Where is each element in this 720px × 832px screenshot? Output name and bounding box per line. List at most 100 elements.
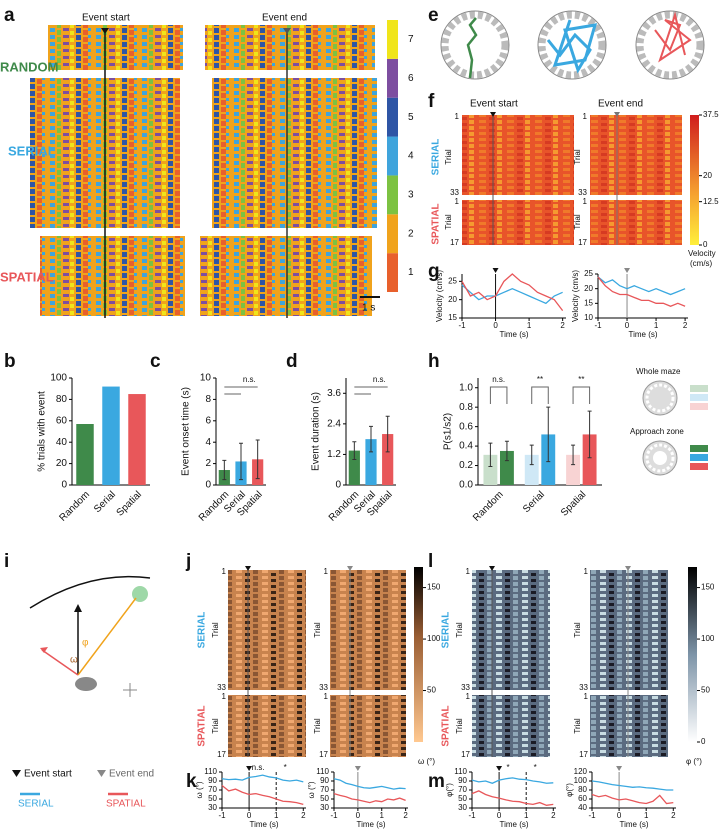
- axis-label: Trial: [444, 149, 453, 164]
- y-tick-label: 90: [320, 776, 329, 785]
- axis-label: Trial: [211, 718, 220, 733]
- x-tick-label: 0: [497, 811, 502, 820]
- colorbar: [690, 115, 699, 245]
- annotation: **: [537, 375, 543, 384]
- row-tick: 17: [450, 238, 459, 247]
- maze-trajectories: [440, 10, 705, 80]
- colorbar-tick-label: 50: [427, 686, 436, 695]
- x-tick-label: 0: [625, 321, 630, 330]
- bar: [102, 386, 120, 485]
- y-tick-label: 0: [205, 480, 211, 491]
- y-tick-label: 0.8: [459, 402, 473, 413]
- colorbar-swatch: [387, 214, 398, 254]
- event-marker: [354, 766, 361, 771]
- legend-label: SPATIAL: [106, 799, 146, 810]
- y-tick-label: 15: [448, 313, 457, 322]
- panel-label: i: [4, 551, 9, 572]
- colorbar-label: ω (°): [418, 757, 435, 766]
- error-bar: [529, 444, 534, 466]
- line: [333, 778, 406, 790]
- line: [471, 790, 554, 806]
- error-bar: [587, 410, 592, 459]
- colorbar-tick-label: 2: [408, 228, 414, 239]
- row-tick: 1: [324, 692, 329, 701]
- angle-label: ω: [70, 655, 78, 666]
- y-tick-label: 20: [56, 458, 68, 469]
- y-tick-label: 30: [458, 803, 467, 812]
- line: [471, 777, 554, 784]
- colorbar-tick-label: 37.5: [703, 110, 719, 119]
- y-tick-label: 50: [458, 794, 467, 803]
- group-label: SERIAL: [8, 143, 56, 158]
- y-tick-label: 8: [205, 394, 211, 405]
- line: [597, 276, 686, 296]
- colorbar: [688, 567, 697, 742]
- x-tick-label: 2: [671, 811, 676, 820]
- row-tick: 1: [455, 112, 460, 121]
- heatmap-f: [462, 112, 682, 245]
- axis-label: Trial: [313, 718, 322, 733]
- error-bar: [369, 425, 373, 453]
- x-tick-label: -1: [218, 811, 226, 820]
- error-bar: [352, 441, 357, 461]
- row-tick: 1: [584, 692, 589, 701]
- event-marker: [624, 268, 631, 273]
- row-tick: 1: [324, 567, 329, 576]
- colorbar-tick-label: 0: [703, 240, 708, 249]
- x-tick-label: -1: [330, 811, 338, 820]
- x-axis-label: Time (s): [499, 330, 528, 339]
- colorbar-tick-label: 0: [701, 737, 706, 746]
- error-bar: [222, 459, 227, 481]
- x-tick-label: 0: [356, 811, 361, 820]
- annotation: *: [284, 763, 287, 772]
- legend-label: SERIAL: [18, 799, 54, 810]
- y-tick-label: 40: [56, 437, 68, 448]
- bar: [582, 434, 597, 485]
- y-tick-label: 70: [208, 785, 217, 794]
- y-tick-label: 3.6: [327, 388, 341, 399]
- colorbar-tick-label: 6: [408, 73, 414, 84]
- x-axis-label: Time (s): [619, 820, 648, 829]
- heatmap-l: [472, 566, 668, 757]
- y-tick-label: 80: [578, 785, 587, 794]
- colorbar-swatch: [387, 58, 398, 98]
- colorbar-tick-label: 12.5: [703, 197, 719, 206]
- colorbar-swatch: [387, 253, 398, 292]
- raster-a: [30, 25, 380, 318]
- x-axis-label: Time (s): [356, 820, 385, 829]
- row-tick: 17: [461, 750, 470, 759]
- error-bar: [385, 415, 390, 453]
- row-tick: 17: [578, 238, 587, 247]
- y-axis-label: ω (°): [307, 781, 316, 798]
- y-tick-label: 30: [208, 803, 217, 812]
- panel-label: f: [428, 91, 435, 112]
- y-axis-label: φ(°): [565, 783, 574, 797]
- orientation-diagram: [12, 575, 151, 796]
- panel-label: c: [150, 351, 161, 372]
- x-tick-label: 2: [403, 811, 408, 820]
- y-tick-label: 0: [61, 480, 67, 491]
- row-tick: 33: [319, 683, 328, 692]
- scale-bar-label: 1 s: [362, 303, 375, 314]
- x-tick-label: -1: [458, 321, 466, 330]
- legend-label: Event end: [109, 769, 154, 780]
- axis-label: Trial: [211, 622, 220, 637]
- line: [461, 273, 564, 312]
- colorbar-tick-label: 150: [427, 583, 441, 592]
- x-tick-label: 0: [493, 321, 498, 330]
- x-tick-label: 0: [617, 811, 622, 820]
- y-tick-label: 1.2: [327, 449, 341, 460]
- axis-label: Trial: [573, 622, 582, 637]
- y-tick-label: 25: [584, 269, 593, 278]
- annotation: *: [534, 763, 537, 772]
- row-tick: 1: [222, 692, 227, 701]
- y-tick-label: 30: [320, 803, 329, 812]
- panel-label: a: [4, 5, 15, 26]
- y-tick-label: 25: [448, 276, 457, 285]
- y-axis-label: φ(°): [445, 783, 454, 797]
- row-tick: 33: [217, 683, 226, 692]
- event-marker: [246, 766, 253, 771]
- y-tick-label: 0.0: [459, 480, 473, 491]
- x-tick-label: -1: [588, 811, 596, 820]
